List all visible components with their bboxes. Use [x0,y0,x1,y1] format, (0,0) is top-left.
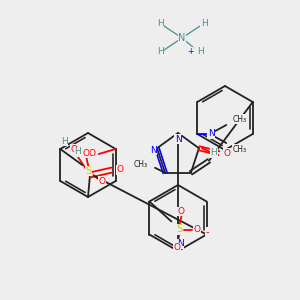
Text: O: O [178,207,185,216]
Text: H: H [211,148,217,157]
Text: H: H [201,20,207,28]
Text: O: O [116,166,124,175]
Text: CH₃: CH₃ [134,160,148,169]
Text: N: N [177,239,183,248]
Text: CH₃: CH₃ [232,145,246,154]
Text: H: H [157,20,164,28]
Text: O: O [224,149,230,158]
Text: H: H [157,47,164,56]
Text: O: O [83,148,90,158]
Text: S: S [85,166,91,176]
Text: H: H [196,47,203,56]
Text: N: N [208,130,215,139]
Text: -: - [206,227,209,238]
Text: O: O [70,145,77,154]
Text: O: O [99,176,106,185]
Text: O: O [88,149,95,158]
Text: N: N [175,134,182,143]
Text: N: N [178,33,186,43]
Text: N: N [150,146,157,155]
Text: S: S [176,224,182,235]
Text: +: + [187,47,193,56]
Text: O: O [194,225,201,234]
Text: H: H [74,148,81,157]
Text: CH₃: CH₃ [232,115,246,124]
Text: O: O [174,243,181,252]
Text: H: H [61,136,68,146]
